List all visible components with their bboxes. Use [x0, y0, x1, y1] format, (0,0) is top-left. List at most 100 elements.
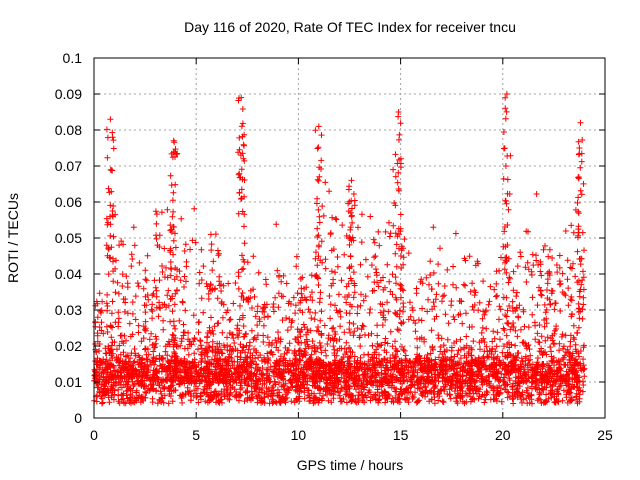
data-point	[491, 286, 498, 293]
data-point	[547, 344, 554, 351]
data-point	[562, 332, 569, 339]
data-point	[433, 377, 439, 384]
data-point	[96, 389, 103, 396]
data-point	[493, 395, 500, 402]
data-point	[538, 376, 545, 382]
data-point	[502, 353, 508, 360]
data-point	[106, 254, 113, 261]
data-point	[574, 199, 581, 206]
data-point	[303, 331, 310, 338]
data-point	[577, 286, 584, 293]
data-point	[134, 280, 141, 287]
data-point	[393, 241, 400, 248]
data-point	[161, 245, 168, 252]
data-point	[232, 393, 238, 400]
data-point	[143, 302, 150, 309]
data-point	[238, 166, 245, 173]
data-point	[157, 305, 164, 312]
data-point	[400, 387, 407, 394]
data-point	[534, 355, 541, 361]
data-point	[402, 362, 408, 369]
data-point	[549, 387, 556, 394]
data-point	[513, 293, 520, 300]
data-point	[311, 382, 318, 389]
data-point	[558, 333, 565, 340]
data-point	[581, 342, 587, 349]
axis-ticks	[93, 57, 606, 419]
data-point	[150, 290, 157, 297]
data-point	[171, 349, 177, 355]
data-point	[318, 157, 325, 164]
data-point	[345, 292, 352, 298]
data-point	[129, 375, 136, 382]
data-point	[538, 292, 545, 299]
y-axis-label: ROTI / TECUs	[5, 193, 21, 283]
data-point	[182, 241, 189, 248]
data-point	[549, 255, 556, 261]
data-point	[565, 285, 572, 292]
data-point	[241, 211, 248, 218]
data-point	[251, 370, 258, 377]
data-point	[368, 330, 375, 337]
data-point	[358, 239, 365, 246]
data-point	[99, 400, 105, 407]
data-point	[270, 387, 277, 394]
data-point	[184, 384, 191, 391]
data-point	[322, 265, 329, 272]
data-point	[412, 389, 418, 396]
data-point	[501, 224, 508, 230]
data-point	[310, 378, 317, 385]
data-point	[142, 293, 149, 300]
data-point	[341, 345, 348, 352]
data-point	[340, 396, 347, 402]
data-point	[259, 308, 266, 315]
data-point	[525, 375, 532, 382]
data-point	[298, 348, 305, 355]
data-point	[263, 385, 270, 391]
data-point	[286, 316, 293, 322]
data-point	[149, 315, 156, 322]
data-point	[152, 208, 159, 215]
data-point	[398, 253, 404, 259]
data-point	[153, 287, 160, 294]
data-point	[124, 387, 131, 394]
data-point	[343, 339, 350, 346]
data-point	[343, 399, 350, 406]
data-point	[452, 230, 459, 237]
data-point	[354, 310, 361, 317]
data-point	[476, 299, 483, 306]
data-point	[241, 398, 248, 405]
data-point	[284, 347, 291, 354]
data-point	[440, 399, 447, 406]
data-point	[436, 393, 443, 400]
data-point	[405, 316, 412, 323]
data-point	[240, 155, 247, 162]
data-point	[357, 261, 364, 268]
data-points	[91, 91, 588, 407]
data-point	[504, 176, 511, 183]
data-point	[524, 362, 531, 369]
data-point	[286, 369, 292, 376]
data-point	[386, 219, 392, 226]
data-point	[346, 183, 353, 190]
data-point	[358, 365, 365, 372]
data-point	[413, 285, 420, 292]
data-point	[308, 315, 315, 322]
data-point	[284, 361, 291, 368]
data-point	[400, 287, 407, 294]
data-point	[126, 397, 133, 404]
data-point	[109, 339, 116, 346]
data-point	[549, 358, 556, 365]
data-point	[196, 280, 203, 287]
data-point	[157, 388, 164, 395]
data-point	[118, 396, 125, 403]
data-point	[346, 344, 353, 351]
data-point	[459, 388, 466, 395]
data-point	[172, 290, 179, 297]
data-point	[170, 137, 177, 144]
data-point	[241, 223, 247, 230]
data-point	[578, 158, 585, 165]
data-point	[109, 298, 116, 305]
data-point	[192, 368, 199, 375]
data-point	[503, 313, 510, 320]
